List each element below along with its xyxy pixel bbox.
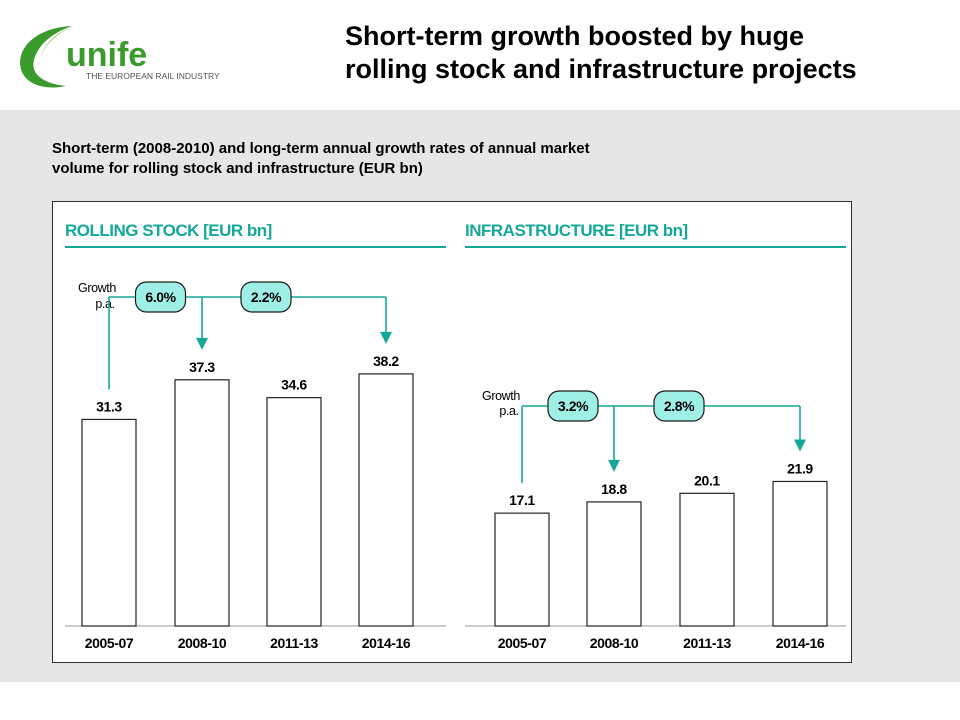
chart-subtitle: Short-term (2008-2010) and long-term ann… bbox=[52, 140, 590, 177]
panel1-growth-label-pa: p.a. bbox=[95, 297, 114, 311]
panel1-x-tick-label: 2011-13 bbox=[270, 635, 318, 651]
panel1-bar-value-label: 38.2 bbox=[373, 353, 399, 369]
slide-title: Short-term growth boosted by huge rollin… bbox=[345, 21, 857, 84]
panel2-growth-rate-label: 3.2% bbox=[558, 398, 589, 414]
panel1-x-tick-label: 2014-16 bbox=[362, 635, 411, 651]
panel2-bar-value-label: 18.8 bbox=[601, 481, 627, 497]
unife-logo: unife THE EUROPEAN RAIL INDUSTRY bbox=[20, 26, 220, 88]
panel1-bar-2008-10 bbox=[174, 379, 230, 627]
panel2-x-tick-label: 2005-07 bbox=[498, 635, 547, 651]
panel2-growth-rate-badge bbox=[653, 390, 705, 422]
panel2-bar-value-label: 17.1 bbox=[509, 492, 535, 508]
panel2-bar-2014-16 bbox=[772, 480, 828, 627]
panel1-bar-value-label: 37.3 bbox=[189, 359, 215, 375]
panel1-bar-2011-13 bbox=[266, 397, 322, 627]
panel1-growth-rate-label: 6.0% bbox=[145, 289, 176, 305]
logo-swoosh-icon bbox=[20, 26, 72, 88]
panel1-bar-2005-07 bbox=[81, 418, 137, 627]
panel2-bar-2011-13 bbox=[679, 492, 735, 627]
panel2-bar-value-label: 20.1 bbox=[694, 472, 720, 488]
panel1-x-tick-label: 2008-10 bbox=[178, 635, 227, 651]
panel1-growth-rate-badge bbox=[134, 281, 187, 313]
panel1-growth-rate-label: 2.2% bbox=[251, 289, 282, 305]
charts-svg: ROLLING STOCK [EUR bn] 31.3 2005-07 37.3 200… bbox=[65, 221, 846, 651]
panel1-growth-rate-badge bbox=[240, 281, 292, 313]
panel1-growth-arrow-icon bbox=[380, 331, 392, 344]
slide-header: unife THE EUROPEAN RAIL INDUSTRY Short-t… bbox=[0, 0, 960, 110]
panel2-x-tick-label: 2011-13 bbox=[683, 635, 731, 651]
logo-wordmark: unife bbox=[66, 36, 147, 74]
panel2-growth-rate-badge bbox=[547, 390, 599, 422]
panel2-x-tick-label: 2008-10 bbox=[590, 635, 639, 651]
panel1-bar-value-label: 34.6 bbox=[281, 377, 307, 393]
panel2-chart-title: INFRASTRUCTURE [EUR bn] bbox=[465, 221, 688, 240]
panel2-x-tick-label: 2014-16 bbox=[776, 635, 825, 651]
panel2-growth-label: Growth bbox=[482, 389, 520, 403]
panel1-growth-arrow-icon bbox=[196, 337, 208, 350]
panel2-bar-2005-07 bbox=[494, 512, 550, 627]
panel2-growth-rate-label: 2.8% bbox=[664, 398, 695, 414]
panel1-bar-2014-16 bbox=[358, 373, 414, 627]
panel2-bar-2008-10 bbox=[586, 501, 642, 627]
panel2-growth-arrow-icon bbox=[608, 459, 620, 472]
panel2-growth-label-pa: p.a. bbox=[499, 404, 518, 418]
logo-tagline: THE EUROPEAN RAIL INDUSTRY bbox=[86, 71, 220, 81]
panel1-bar-value-label: 31.3 bbox=[96, 398, 122, 414]
panel1-x-tick-label: 2005-07 bbox=[85, 635, 134, 651]
panel2-growth-arrow-icon bbox=[794, 439, 806, 452]
panel2-bar-value-label: 21.9 bbox=[787, 460, 813, 476]
panel1-growth-label: Growth bbox=[78, 281, 116, 295]
chart-panel: ROLLING STOCK [EUR bn] 31.3 2005-07 37.3 200… bbox=[52, 201, 852, 663]
panel1-chart-title: ROLLING STOCK [EUR bn] bbox=[65, 221, 272, 240]
